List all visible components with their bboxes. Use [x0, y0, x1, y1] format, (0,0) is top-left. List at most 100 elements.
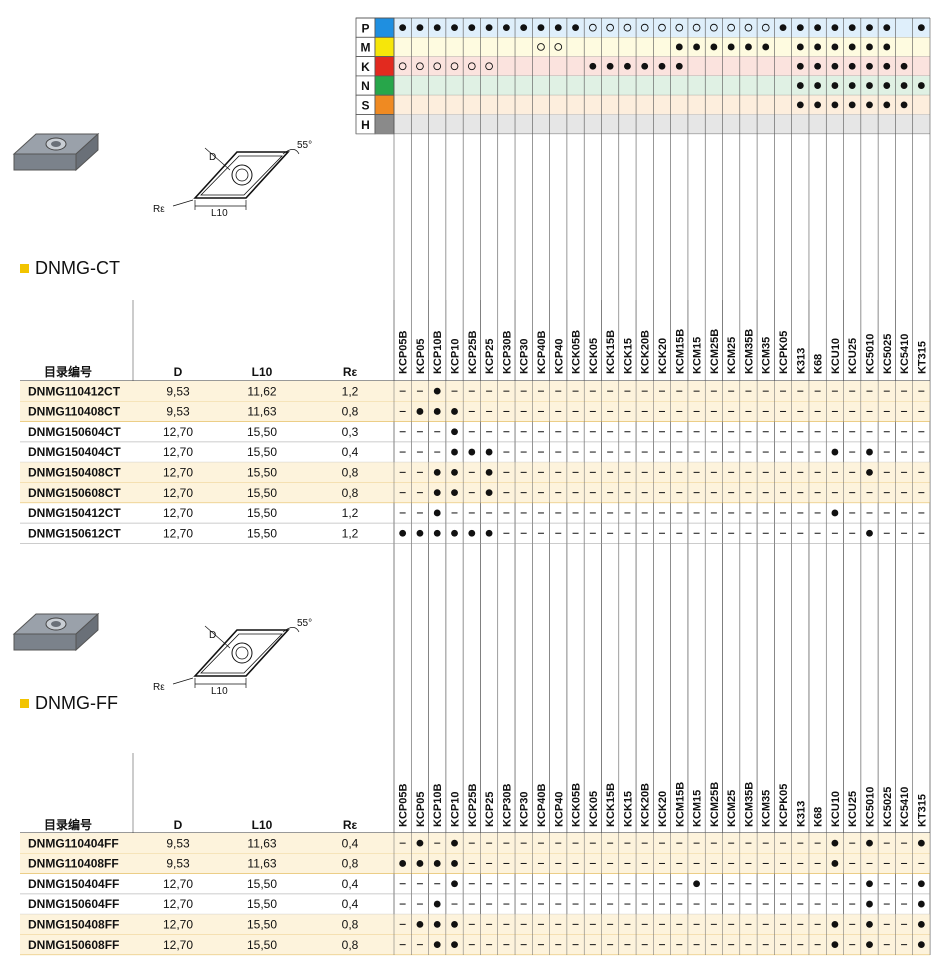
availability-dot: [866, 920, 873, 928]
grade-label: KCP05: [415, 792, 427, 827]
header-d: D: [174, 365, 183, 379]
grade-label: KCP10: [450, 339, 462, 374]
application-dot: [796, 24, 804, 32]
section-title: DNMG-FF: [35, 693, 118, 713]
header-l10: L10: [252, 818, 273, 832]
value-l10: 15,50: [247, 938, 277, 952]
availability-dot: [433, 920, 441, 928]
grade-label: K68: [813, 807, 825, 827]
availability-dot: [416, 839, 424, 847]
value-l10: 15,50: [247, 877, 277, 891]
application-dot: [866, 43, 873, 51]
grade-label: KCM25B: [709, 329, 721, 374]
material-row-M: [394, 37, 930, 57]
material-color-P: [374, 17, 395, 38]
application-dot: [606, 62, 614, 70]
application-dot: [796, 62, 804, 70]
application-dot: [848, 101, 856, 109]
value-l10: 15,50: [247, 466, 277, 480]
value-re: 0,4: [342, 897, 359, 911]
grade-label: KCK15: [622, 338, 634, 374]
application-dot: [883, 24, 891, 32]
value-d: 9,53: [166, 857, 190, 871]
grade-label: KT315: [916, 794, 928, 827]
application-dot: [589, 62, 597, 70]
application-dot: [399, 24, 407, 32]
header-d: D: [174, 818, 183, 832]
grade-label: KCP05B: [398, 331, 410, 374]
material-color-N: [374, 75, 395, 96]
diagram-l10-label: L10: [211, 208, 228, 219]
availability-dot: [451, 941, 458, 949]
catalog-number: DNMG110408FF: [28, 857, 119, 871]
availability-dot: [866, 529, 873, 537]
application-ring: [467, 62, 476, 71]
diagram-angle-label: 55°: [297, 140, 312, 151]
section-marker: [20, 264, 29, 273]
section-title: DNMG-CT: [35, 258, 120, 278]
material-row-S: [394, 95, 930, 115]
availability-dot: [485, 529, 493, 537]
catalog-number: DNMG150404FF: [28, 877, 119, 891]
catalog-number: DNMG150408FF: [28, 918, 119, 932]
grade-label: KCP25B: [467, 331, 479, 374]
application-dot: [831, 82, 839, 89]
application-ring: [606, 23, 614, 32]
application-dot: [831, 43, 839, 51]
application-ring: [485, 62, 493, 71]
application-dot: [762, 43, 770, 51]
grade-label: KCK05B: [571, 783, 583, 827]
catalog-number: DNMG150404CT: [28, 445, 121, 459]
application-dot: [814, 82, 822, 89]
application-ring: [623, 23, 632, 32]
application-dot: [814, 24, 822, 32]
value-d: 12,70: [163, 425, 193, 439]
application-ring: [640, 23, 649, 32]
value-re: 1,2: [342, 506, 359, 520]
value-l10: 15,50: [247, 897, 277, 911]
row-highlight: [20, 934, 930, 955]
value-l10: 11,63: [247, 857, 276, 871]
availability-dot: [433, 509, 441, 517]
catalog-number: DNMG150604FF: [28, 897, 119, 911]
grade-label: KCP40B: [536, 331, 548, 374]
row-highlight: [20, 482, 930, 503]
grade-label: KC5010: [864, 334, 876, 374]
row-highlight: [20, 914, 930, 935]
application-dot: [866, 101, 873, 109]
application-ring: [710, 23, 718, 32]
value-re: 0,4: [342, 445, 359, 459]
grade-label: KCP30B: [501, 784, 513, 827]
application-dot: [814, 62, 822, 70]
value-d: 12,70: [163, 506, 193, 520]
availability-dot: [468, 448, 476, 456]
availability-dot: [451, 920, 458, 928]
grade-label: KCM15B: [674, 329, 686, 374]
application-dot: [658, 62, 666, 70]
material-row-N: [394, 75, 930, 96]
grade-label: KCM15B: [674, 782, 686, 827]
application-dot: [848, 82, 856, 89]
application-dot: [831, 101, 839, 109]
availability-dot: [433, 941, 441, 949]
catalog-number: DNMG150412CT: [28, 506, 121, 520]
grade-label: KCM35: [761, 337, 773, 374]
application-dot: [693, 43, 700, 51]
application-dot: [848, 62, 856, 70]
availability-dot: [451, 880, 458, 888]
value-re: 0,4: [342, 836, 359, 850]
application-dot: [554, 24, 562, 32]
availability-dot: [416, 860, 424, 867]
grade-label: KC5025: [882, 787, 894, 827]
value-d: 9,53: [166, 384, 190, 398]
availability-dot: [485, 489, 493, 497]
availability-dot: [416, 408, 424, 415]
row-highlight: [20, 381, 930, 402]
material-code-H: H: [361, 118, 370, 132]
value-re: 0,4: [342, 877, 359, 891]
application-dot: [917, 24, 925, 32]
availability-dot: [433, 387, 441, 395]
availability-dot: [831, 448, 839, 456]
availability-dot: [433, 529, 441, 537]
application-dot: [848, 24, 856, 32]
